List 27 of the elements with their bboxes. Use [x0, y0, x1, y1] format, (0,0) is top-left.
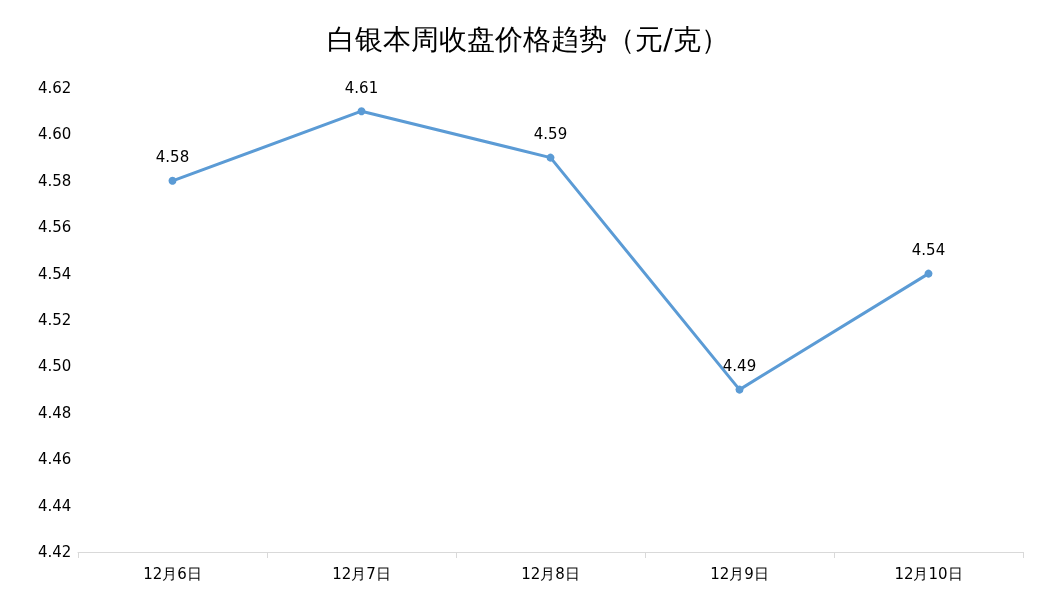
- y-tick-label: 4.62: [38, 79, 72, 97]
- y-tick-label: 4.42: [38, 543, 72, 561]
- point: [924, 269, 933, 278]
- point: [168, 176, 177, 185]
- data-label: 4.61: [344, 78, 379, 97]
- y-tick-label: 4.48: [38, 403, 72, 422]
- y-tick-label: 4.52: [38, 311, 72, 329]
- data-label: 4.59: [533, 125, 568, 144]
- y-tick-label: 4.56: [38, 218, 72, 237]
- x-tick-label: 12月6日: [143, 564, 202, 583]
- data-label: 4.58: [155, 148, 190, 167]
- y-tick-label: 4.46: [38, 450, 72, 469]
- point: [735, 385, 744, 394]
- y-tick-label: 4.60: [38, 125, 72, 144]
- chart-title: 白银本周收盘价格趋势（元/克）: [327, 22, 729, 56]
- y-tick-label: 4.54: [38, 264, 72, 283]
- y-tick-label: 4.50: [38, 357, 72, 376]
- y-tick-label: 4.44: [38, 496, 72, 515]
- data-label: 4.54: [911, 241, 946, 260]
- data-label: 4.49: [722, 357, 757, 376]
- point: [357, 107, 366, 116]
- x-tick-label: 12月10日: [894, 564, 963, 583]
- x-tick-label: 12月9日: [710, 564, 769, 583]
- point: [546, 153, 555, 162]
- x-tick-label: 12月7日: [332, 564, 391, 583]
- x-tick-label: 12月8日: [521, 564, 580, 583]
- y-tick-label: 4.58: [38, 171, 72, 190]
